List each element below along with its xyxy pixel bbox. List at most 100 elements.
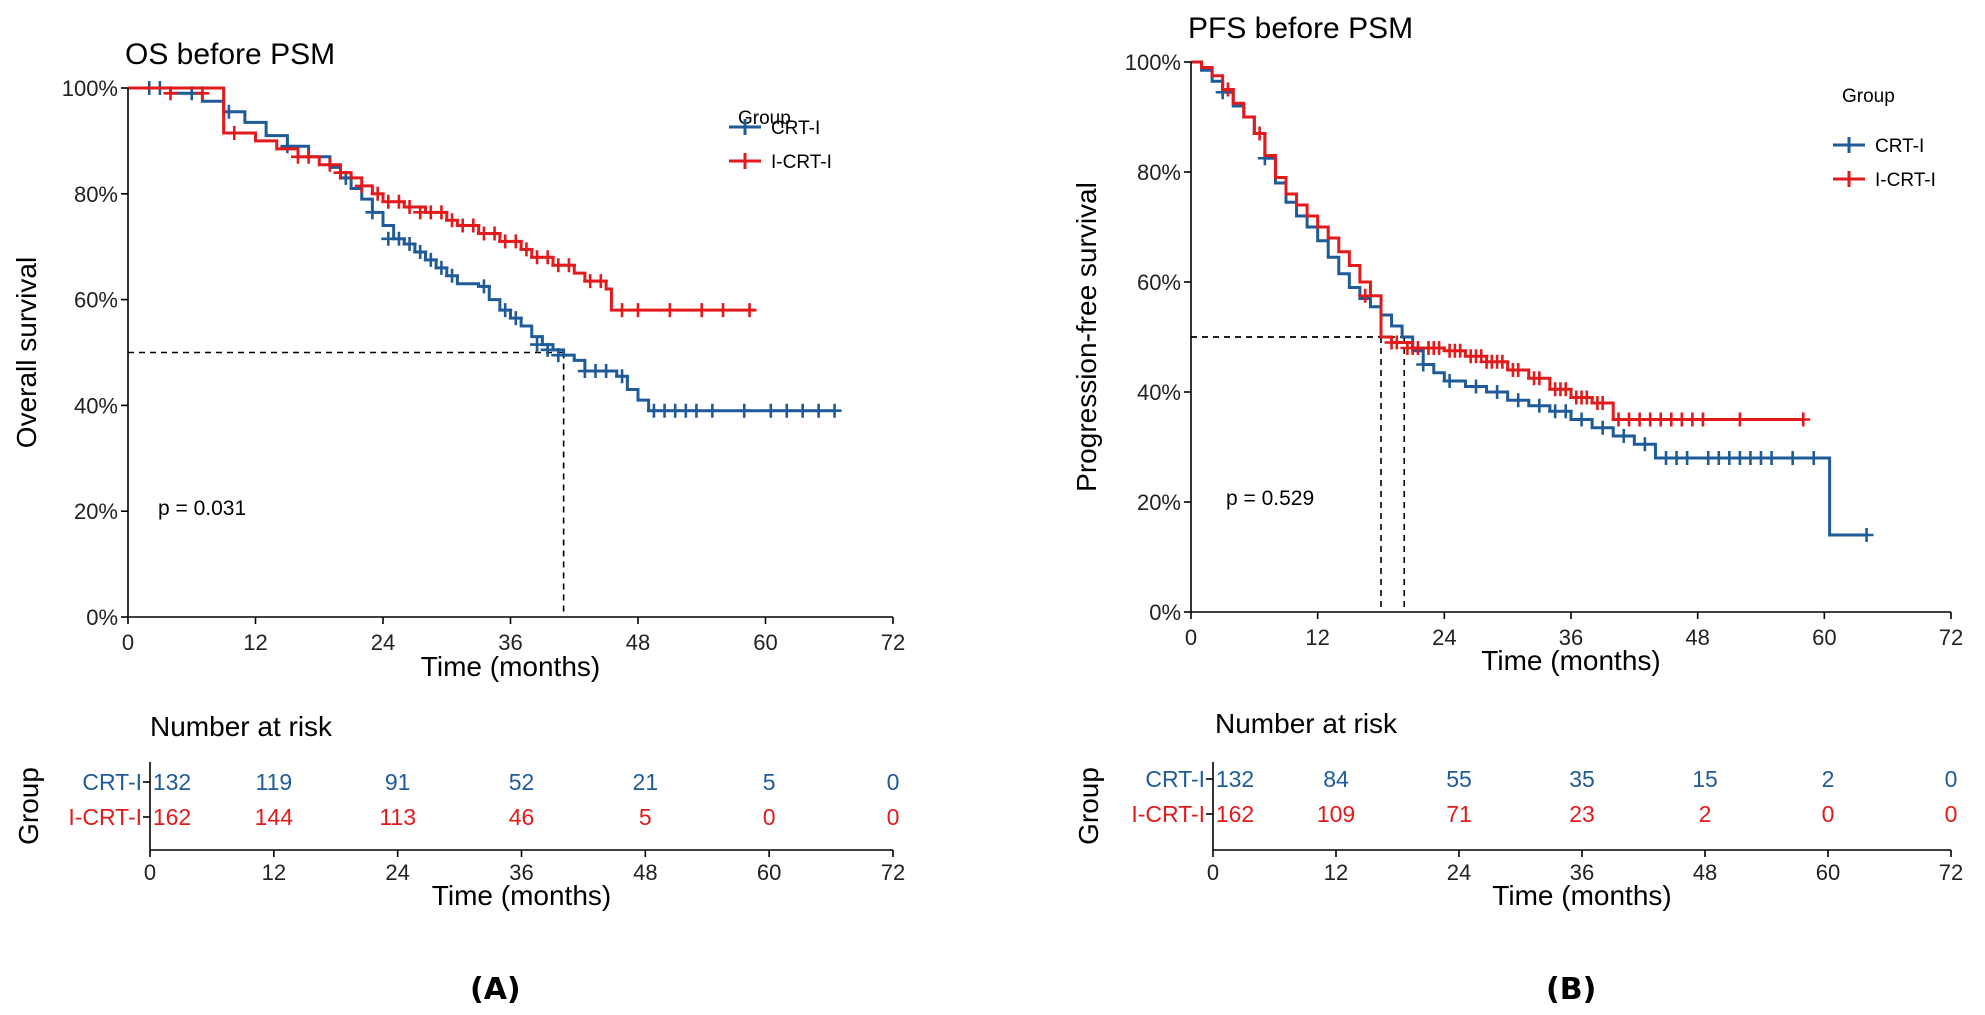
censor-mark-i-crt-i bbox=[615, 303, 630, 318]
censor-mark-i-crt-i bbox=[301, 149, 316, 164]
panel-b-pfs-chart: PFS before PSM 0% 20% 40% 60% 80% 100% 0 12 24 36 4… bbox=[1071, 12, 1963, 911]
censor-mark-i-crt-i bbox=[391, 194, 406, 209]
censor-mark-i-crt-i bbox=[540, 250, 555, 265]
km-curve-i-crt-i bbox=[1191, 60, 1804, 421]
risk-count-i-crt-i: 0 bbox=[1945, 801, 1958, 827]
x-tick-label: 24 bbox=[371, 630, 395, 655]
censor-mark-crt-i bbox=[1416, 357, 1431, 372]
censor-mark-crt-i bbox=[1574, 412, 1589, 427]
censor-mark-i-crt-i bbox=[163, 86, 178, 101]
censor-mark-crt-i bbox=[402, 237, 417, 252]
censor-mark-i-crt-i bbox=[434, 205, 449, 220]
censor-mark-crt-i bbox=[530, 337, 545, 352]
censor-mark-crt-i bbox=[1469, 379, 1483, 394]
risk-count-crt-i: 119 bbox=[255, 769, 292, 795]
censor-mark-crt-i bbox=[689, 403, 704, 418]
legend-label-crt-i: CRT-I bbox=[771, 118, 820, 139]
censor-mark-crt-i bbox=[540, 342, 555, 357]
x-tick-label: 72 bbox=[1939, 625, 1963, 650]
y-tick-label: 0% bbox=[86, 605, 118, 630]
censor-mark-crt-i bbox=[1806, 451, 1821, 465]
censor-mark-i-crt-i bbox=[742, 303, 757, 318]
censor-mark-crt-i bbox=[795, 403, 810, 418]
x-tick-label: 36 bbox=[498, 630, 522, 655]
legend-label-i-crt-i: I-CRT-I bbox=[1875, 170, 1936, 191]
risk-count-i-crt-i: 71 bbox=[1446, 801, 1472, 827]
risk-table-x-tick-label: 48 bbox=[633, 860, 657, 885]
y-tick-label: 20% bbox=[74, 499, 118, 524]
y-tick-label: 60% bbox=[74, 288, 118, 313]
y-tick-label: 40% bbox=[74, 393, 118, 418]
x-tick-label: 36 bbox=[1559, 625, 1583, 650]
risk-row-name-crt-i: CRT-I bbox=[1145, 766, 1205, 792]
risk-table-x-tick-label: 72 bbox=[881, 860, 905, 885]
x-tick-label: 72 bbox=[881, 630, 905, 655]
p-value-annotation: p = 0.031 bbox=[158, 497, 246, 520]
censor-mark-crt-i bbox=[476, 279, 491, 294]
censor-mark-crt-i bbox=[551, 348, 566, 363]
censor-mark-i-crt-i bbox=[227, 125, 242, 140]
censor-mark-crt-i bbox=[1532, 398, 1547, 413]
censor-mark-i-crt-i bbox=[1453, 343, 1468, 358]
censor-mark-crt-i bbox=[445, 268, 460, 283]
risk-table-x-tick-label: 36 bbox=[509, 860, 533, 885]
censor-mark-crt-i bbox=[365, 205, 380, 220]
risk-table-x-tick-label: 12 bbox=[262, 860, 286, 885]
y-axis-label: Overall survival bbox=[11, 257, 42, 448]
risk-table-x-tick-label: 0 bbox=[1207, 860, 1219, 885]
censor-mark-crt-i bbox=[779, 403, 794, 418]
risk-count-i-crt-i: 113 bbox=[379, 804, 416, 830]
censor-mark-i-crt-i bbox=[662, 303, 677, 318]
x-axis-label: Time (months) bbox=[421, 651, 600, 682]
censor-mark-crt-i bbox=[1616, 429, 1631, 443]
censor-mark-i-crt-i bbox=[561, 258, 576, 273]
censor-mark-crt-i bbox=[811, 403, 826, 418]
risk-table-x-tick-label: 24 bbox=[385, 860, 409, 885]
censor-mark-i-crt-i bbox=[1595, 396, 1610, 410]
censor-mark-crt-i bbox=[423, 252, 438, 267]
risk-count-crt-i: 132 bbox=[1216, 766, 1254, 792]
censor-mark-i-crt-i bbox=[1796, 412, 1811, 427]
y-tick-label: 80% bbox=[74, 182, 118, 207]
chart-title: PFS before PSM bbox=[1188, 12, 1413, 45]
legend-title: Group bbox=[1842, 86, 1895, 107]
censor-mark-i-crt-i bbox=[694, 303, 709, 318]
censor-mark-crt-i bbox=[280, 139, 295, 154]
risk-row-name-i-crt-i: I-CRT-I bbox=[1131, 801, 1205, 827]
censor-mark-i-crt-i bbox=[322, 157, 337, 172]
risk-count-crt-i: 15 bbox=[1692, 766, 1718, 792]
risk-count-crt-i: 0 bbox=[887, 769, 900, 795]
censor-mark-i-crt-i bbox=[1358, 288, 1373, 303]
risk-count-i-crt-i: 0 bbox=[887, 804, 900, 830]
y-tick-label: 20% bbox=[1137, 490, 1181, 515]
censor-mark-i-crt-i bbox=[402, 200, 417, 215]
censor-mark-crt-i bbox=[1785, 451, 1800, 465]
risk-count-i-crt-i: 162 bbox=[1216, 801, 1254, 827]
censor-mark-crt-i bbox=[391, 231, 406, 246]
risk-count-crt-i: 21 bbox=[633, 769, 659, 795]
km-curve-crt-i bbox=[1191, 60, 1867, 537]
x-tick-label: 48 bbox=[1685, 625, 1709, 650]
x-tick-label: 0 bbox=[1185, 625, 1197, 650]
censor-mark-crt-i bbox=[615, 369, 630, 384]
censor-mark-i-crt-i bbox=[1252, 126, 1267, 141]
p-value-annotation: p = 0.529 bbox=[1226, 487, 1314, 510]
censor-mark-crt-i bbox=[498, 303, 513, 318]
panel-label-a: (A) bbox=[470, 972, 521, 1007]
x-tick-label: 24 bbox=[1432, 625, 1456, 650]
censor-mark-i-crt-i bbox=[631, 303, 645, 318]
chart-title: OS before PSM bbox=[125, 38, 335, 71]
censor-mark-i-crt-i bbox=[508, 234, 523, 249]
censor-mark-i-crt-i bbox=[1220, 82, 1235, 97]
risk-table-x-tick-label: 24 bbox=[1447, 860, 1471, 885]
censor-mark-i-crt-i bbox=[370, 186, 385, 201]
censor-mark-crt-i bbox=[705, 403, 720, 418]
x-tick-label: 12 bbox=[1305, 625, 1329, 650]
risk-count-i-crt-i: 162 bbox=[153, 804, 191, 830]
risk-table-x-tick-label: 0 bbox=[144, 860, 156, 885]
censor-mark-i-crt-i bbox=[445, 213, 460, 228]
risk-table-x-tick-label: 72 bbox=[1939, 860, 1963, 885]
risk-count-i-crt-i: 144 bbox=[255, 804, 294, 830]
risk-table-y-axis-label: Group bbox=[1073, 767, 1104, 845]
